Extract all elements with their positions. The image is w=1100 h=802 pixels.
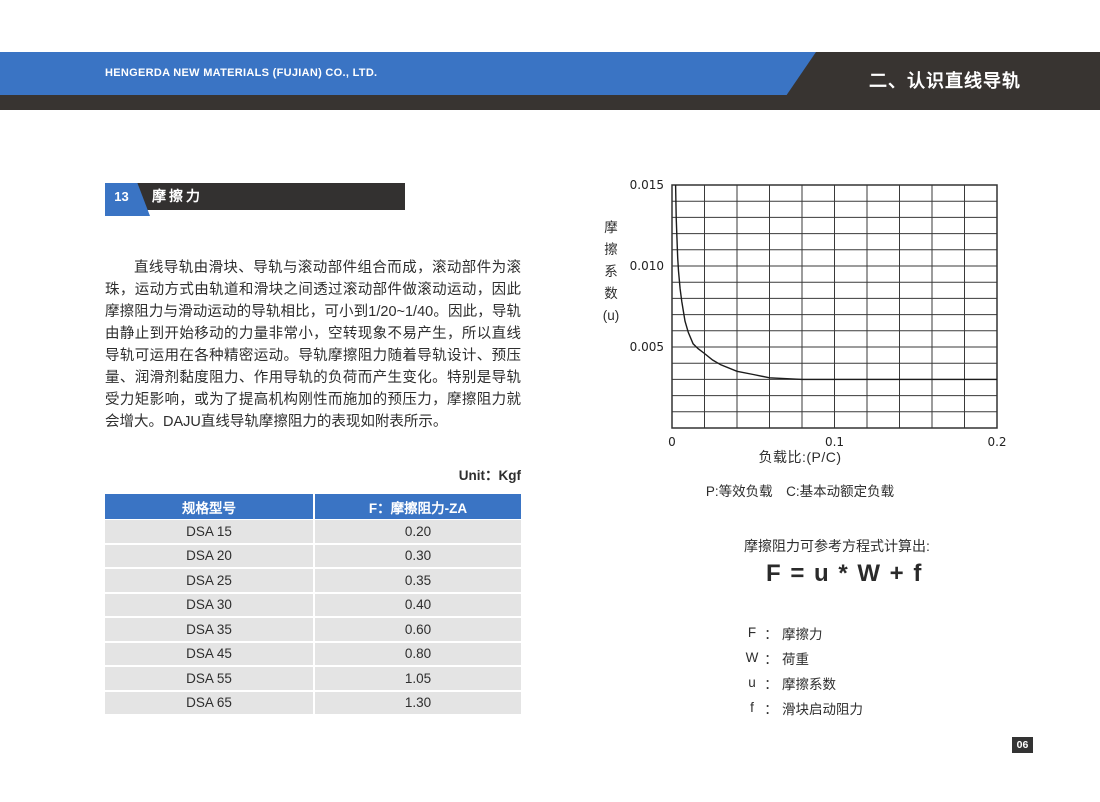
- table-cell-model: DSA 65: [105, 691, 315, 714]
- table-cell-model: DSA 15: [105, 520, 315, 543]
- table-row: DSA 55 1.05: [105, 667, 521, 690]
- table-cell-friction: 0.35: [315, 569, 521, 592]
- definition-separator: ：: [764, 626, 778, 642]
- formula-definition-row: W ： 荷重: [741, 645, 863, 670]
- definition-symbol: f: [750, 700, 754, 715]
- section-number: 13: [114, 189, 129, 204]
- definition-separator: ：: [764, 651, 778, 667]
- chart-y-axis-label: 摩 擦 系 数 (u): [602, 220, 620, 323]
- chapter-title: 二、认识直线导轨: [869, 71, 1021, 91]
- body-paragraph: 直线导轨由滑块、导轨与滚动部件组合而成，滚动部件为滚珠，运动方式由轨道和滑块之间…: [105, 260, 521, 430]
- definition-term: 滑块启动阻力: [782, 701, 863, 717]
- table-cell-model: DSA 35: [105, 618, 315, 641]
- table-header-row: 规格型号 F：摩擦阻力-ZA: [105, 494, 521, 519]
- friction-chart-svg: 0.005 0.010 0.015 0 0.1 0.2: [630, 178, 1007, 449]
- table-cell-model: DSA 45: [105, 642, 315, 665]
- chart-caption: P:等效负载 C:基本动额定负载: [705, 484, 895, 499]
- table-cell-friction: 1.30: [315, 691, 521, 714]
- svg-text:0.2: 0.2: [987, 435, 1006, 449]
- definition-symbol: u: [748, 675, 756, 690]
- table-cell-friction: 0.30: [315, 544, 521, 567]
- chart-x-axis-label: 负载比:(P/C): [758, 449, 842, 465]
- table-row: DSA 45 0.80: [105, 642, 521, 665]
- table-cell-friction: 0.20: [315, 520, 521, 543]
- table-row: DSA 25 0.35: [105, 569, 521, 592]
- company-name: HENGERDA NEW MATERIALS (FUJIAN) CO., LTD…: [105, 67, 378, 79]
- table-row: DSA 65 1.30: [105, 691, 521, 714]
- definition-symbol: F: [747, 625, 757, 640]
- table-cell-friction: 0.40: [315, 593, 521, 616]
- formula-definition-row: f ： 滑块启动阻力: [741, 695, 863, 720]
- svg-text:0.015: 0.015: [630, 178, 664, 192]
- page-number-badge: 06: [1012, 737, 1033, 753]
- table-cell-friction: 1.05: [315, 667, 521, 690]
- definition-term: 荷重: [782, 651, 809, 667]
- formula-definitions: F ： 摩擦力 W ： 荷重 u ： 摩擦系数 f ： 滑块启动阻力: [741, 620, 863, 720]
- section-header-bar: [105, 183, 405, 210]
- table-row: DSA 20 0.30: [105, 544, 521, 567]
- svg-text:0.005: 0.005: [630, 340, 664, 354]
- unit-label: Unit：Kgf: [458, 468, 521, 483]
- table-cell-model: DSA 30: [105, 593, 315, 616]
- definition-term: 摩擦系数: [782, 676, 836, 692]
- table-cell-model: DSA 55: [105, 667, 315, 690]
- svg-text:0.010: 0.010: [630, 259, 664, 273]
- definition-term: 摩擦力: [782, 626, 823, 642]
- definition-separator: ：: [764, 676, 778, 692]
- formula-equation: F = u * W + f: [766, 560, 923, 587]
- table-cell-friction: 0.80: [315, 642, 521, 665]
- header-blue-band: [0, 52, 816, 95]
- table-header-friction: F：摩擦阻力-ZA: [315, 494, 521, 519]
- svg-text:0: 0: [668, 435, 676, 449]
- formula-definition-row: u ： 摩擦系数: [741, 670, 863, 695]
- table-row: DSA 30 0.40: [105, 593, 521, 616]
- svg-text:0.1: 0.1: [825, 435, 844, 449]
- formula-intro: 摩擦阻力可参考方程式计算出:: [744, 538, 930, 554]
- definition-separator: ：: [764, 701, 778, 717]
- table-header-model: 规格型号: [105, 494, 315, 519]
- table-cell-friction: 0.60: [315, 618, 521, 641]
- friction-table: 规格型号 F：摩擦阻力-ZA DSA 15 0.20 DSA 20 0.30 D…: [105, 494, 521, 716]
- definition-symbol: W: [745, 650, 759, 665]
- section-title: 摩擦力: [152, 188, 203, 204]
- table-row: DSA 35 0.60: [105, 618, 521, 641]
- table-cell-model: DSA 25: [105, 569, 315, 592]
- table-cell-model: DSA 20: [105, 544, 315, 567]
- friction-chart: 0.005 0.010 0.015 0 0.1 0.2: [585, 175, 1015, 450]
- table-row: DSA 15 0.20: [105, 520, 521, 543]
- formula-definition-row: F ： 摩擦力: [741, 620, 863, 645]
